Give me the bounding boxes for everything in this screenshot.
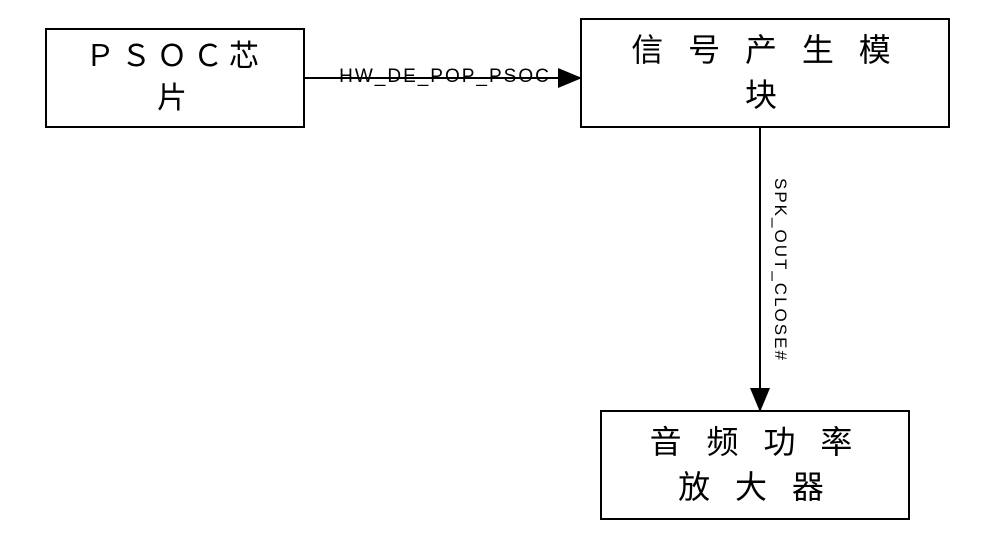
node-audio-amplifier-label: 音 频 功 率放 大 器 <box>650 420 861 510</box>
node-signal-generator: 信 号 产 生 模块 <box>580 18 950 128</box>
node-audio-amplifier: 音 频 功 率放 大 器 <box>600 410 910 520</box>
edge-label-spk-out-close: SPK_OUT_CLOSE# <box>770 170 790 370</box>
node-signal-generator-label: 信 号 产 生 模块 <box>631 28 899 118</box>
node-psoc-chip: ＰＳＯＣ芯片 <box>45 28 305 128</box>
edge-label-hw-de-pop-psoc: HW_DE_POP_PSOC <box>320 66 570 88</box>
node-psoc-chip-label: ＰＳＯＣ芯片 <box>85 36 265 120</box>
